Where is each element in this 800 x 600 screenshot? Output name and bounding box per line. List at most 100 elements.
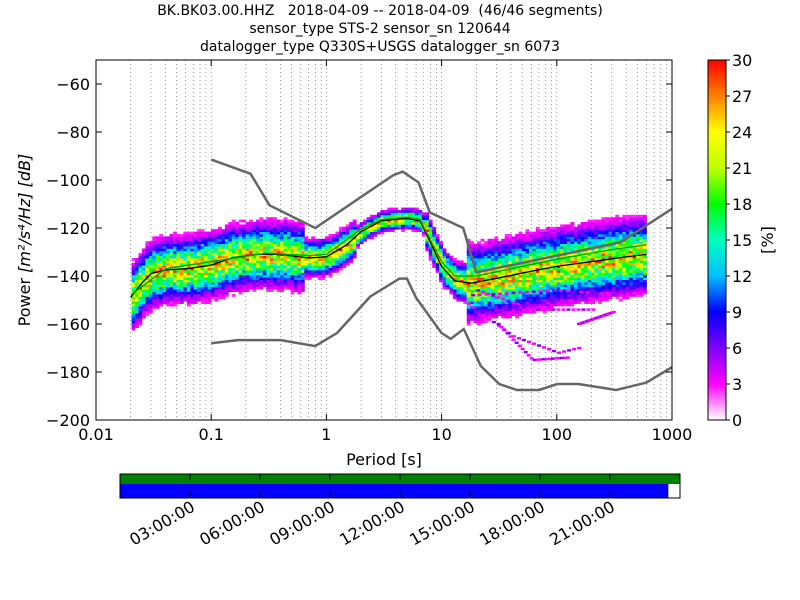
psd-cell xyxy=(604,282,609,285)
psd-cell xyxy=(186,260,191,264)
psd-cell xyxy=(487,289,492,292)
psd-cell xyxy=(456,291,461,295)
psd-cell xyxy=(466,289,471,292)
psd-cell xyxy=(535,298,540,302)
psd-cell xyxy=(459,286,464,290)
psd-cell xyxy=(611,277,616,280)
psd-cell xyxy=(535,267,540,271)
psd-cell xyxy=(200,289,205,292)
psd-cell xyxy=(162,277,167,280)
psd-cell xyxy=(539,308,544,312)
psd-cell xyxy=(404,210,409,213)
psd-cell xyxy=(573,291,578,295)
psd-cell xyxy=(307,270,312,273)
psd-cell xyxy=(148,243,153,247)
psd-cell xyxy=(580,222,585,225)
psd-cell xyxy=(159,277,164,280)
psd-cell xyxy=(345,229,350,232)
psd-cell xyxy=(148,289,153,292)
psd-cell xyxy=(523,350,528,354)
psd-cell xyxy=(452,294,457,297)
psd-cell xyxy=(584,238,589,242)
psd-cell xyxy=(639,262,644,266)
psd-cell xyxy=(546,260,551,264)
psd-cell xyxy=(207,267,212,271)
psd-cell xyxy=(452,282,457,285)
psd-cell xyxy=(394,222,399,225)
psd-cell xyxy=(629,279,634,283)
psd-cell xyxy=(608,282,613,285)
psd-cell xyxy=(276,248,281,252)
psd-cell xyxy=(490,298,495,302)
psd-cell xyxy=(573,234,578,237)
psd-cell xyxy=(586,308,591,311)
psd-cell xyxy=(435,265,440,268)
psd-cell xyxy=(494,243,499,247)
psd-cell xyxy=(466,318,471,321)
psd-cell xyxy=(242,234,247,237)
psd-cell xyxy=(173,298,177,302)
psd-cell xyxy=(186,262,191,266)
psd-cell xyxy=(287,234,291,237)
psd-cell xyxy=(428,258,433,261)
psd-cell xyxy=(497,308,502,312)
psd-cell xyxy=(238,270,243,273)
psd-cell xyxy=(615,277,620,280)
psd-cell xyxy=(549,234,554,237)
psd-cell xyxy=(155,284,160,288)
psd-cell xyxy=(625,282,630,285)
psd-cell xyxy=(169,289,174,292)
psd-curves xyxy=(130,158,672,392)
psd-cell xyxy=(245,236,250,240)
psd-cell xyxy=(211,279,215,283)
psd-cell xyxy=(629,272,634,276)
psd-cell xyxy=(473,284,478,288)
psd-cell xyxy=(452,262,457,266)
psd-cell xyxy=(221,294,226,297)
psd-cell xyxy=(594,294,599,297)
psd-cell xyxy=(432,262,437,266)
psd-cell xyxy=(598,238,602,242)
psd-cell xyxy=(490,243,495,247)
psd-cell xyxy=(608,250,613,254)
psd-cell xyxy=(179,246,184,249)
psd-cell xyxy=(604,250,609,254)
psd-cell xyxy=(484,243,488,247)
psd-cell xyxy=(290,243,295,247)
psd-cell xyxy=(480,298,485,302)
psd-cell xyxy=(166,250,170,254)
psd-cell xyxy=(480,272,485,276)
psd-cell xyxy=(642,219,647,223)
psd-cell xyxy=(193,284,198,288)
psd-cell xyxy=(363,219,367,223)
psd-cell xyxy=(591,231,596,235)
psd-cell xyxy=(501,289,506,292)
psd-cell xyxy=(173,255,177,259)
psd-cell xyxy=(131,267,136,271)
psd-cell xyxy=(591,258,596,261)
psd-cell xyxy=(556,262,561,266)
psd-cell xyxy=(518,248,523,252)
psd-cell xyxy=(528,296,533,300)
psd-cell xyxy=(141,277,146,280)
psd-cell xyxy=(193,279,198,283)
psd-cell xyxy=(494,289,499,292)
psd-cell xyxy=(642,241,647,244)
psd-cell xyxy=(584,277,589,280)
psd-cell xyxy=(598,231,602,235)
psd-cell xyxy=(190,277,195,280)
psd-cell xyxy=(280,243,285,247)
psd-cell xyxy=(221,277,226,280)
psd-cell xyxy=(636,277,640,280)
psd-cell xyxy=(159,282,164,285)
psd-cell xyxy=(269,284,274,288)
psd-cell xyxy=(594,238,599,242)
psd-cell xyxy=(186,270,191,273)
psd-cell xyxy=(573,229,578,232)
psd-cell xyxy=(280,289,285,292)
psd-cell xyxy=(528,310,533,314)
psd-cell xyxy=(439,267,443,271)
psd-cell xyxy=(179,286,184,290)
psd-cell xyxy=(408,214,412,218)
psd-cell xyxy=(297,231,302,235)
